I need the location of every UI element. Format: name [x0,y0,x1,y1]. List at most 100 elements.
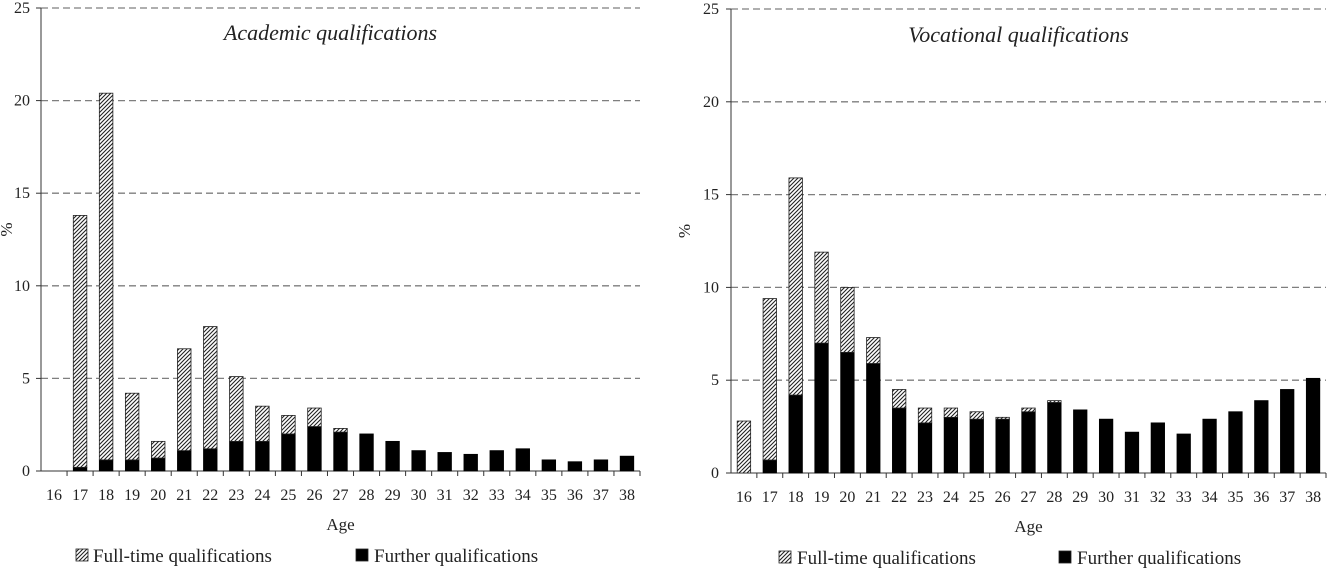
bar-further-18 [788,394,803,474]
bar-further-25 [969,418,984,474]
x-tick-label: 24 [254,487,270,504]
chart-panel-vocational: 0 5 10 15 20 25 16 17 18 19 20 21 22 23 24 25 26 27 28 29 30… [675,1,1327,569]
bar-further-28 [1047,402,1062,474]
bar-further-34 [1202,418,1217,474]
bar-fulltime-27 [1021,407,1036,413]
bar-further-23 [229,440,244,472]
x-tick-label: 21 [865,489,881,506]
x-tick-label: 36 [1253,489,1269,506]
x-tick-label: 24 [943,489,959,506]
x-tick-label: 33 [489,487,505,504]
bar-further-20 [151,457,166,472]
bar-fulltime-23 [917,407,933,424]
bar-further-38 [1305,377,1321,474]
bar-further-26 [995,418,1010,474]
bar-fulltime-16 [736,420,752,474]
x-tick-label: 37 [1279,489,1295,506]
bar-fulltime-28 [1047,400,1062,403]
bar-further-27 [333,431,348,472]
x-tick-label: 32 [1150,489,1166,506]
bar-fulltime-20 [840,286,855,353]
y-tick-label: 20 [703,94,719,111]
bar-further-29 [385,440,400,472]
bar-further-22 [892,407,907,474]
bar-further-24 [255,440,270,472]
legend: Full-time qualifications Further qualific… [778,548,1241,569]
bar-fulltime-18 [98,92,114,461]
bar-further-19 [124,459,140,472]
y-tick-label: 10 [14,278,30,295]
x-tick-label: 18 [98,487,114,504]
x-tick-label: 27 [333,487,349,504]
bar-further-28 [359,433,374,472]
bar-further-35 [1228,411,1243,474]
y-tick-label: 20 [14,93,30,110]
bar-fulltime-21 [177,348,192,452]
x-tick-label: 31 [437,487,453,504]
x-tick-label: 35 [1227,489,1243,506]
x-tick-label: 20 [839,489,855,506]
bar-further-37 [593,459,609,472]
bar-fulltime-19 [814,251,829,344]
bar-fulltime-21 [866,337,881,364]
bar-further-22 [203,448,218,472]
bar-further-31 [1124,431,1140,474]
chart-title: Academic qualifications [222,20,437,45]
legend-label: Further qualifications [374,546,538,567]
bar-further-32 [463,453,478,472]
x-tick-label: 31 [1124,489,1140,506]
bar-fulltime-24 [255,405,270,442]
y-tick-label: 0 [22,463,30,480]
legend-swatch-further [355,548,369,562]
bar-further-33 [1176,433,1191,474]
x-tick-label: 19 [124,487,140,504]
y-axis-label: % [0,222,16,236]
bar-further-21 [866,363,881,474]
x-tick-label: 32 [463,487,479,504]
legend-label: Full-time qualifications [93,546,272,567]
x-tick-label: 26 [306,487,322,504]
bar-further-19 [814,342,829,474]
bar-fulltime-24 [943,407,959,418]
x-tick-label: 22 [202,487,218,504]
bar-further-32 [1150,422,1165,474]
bar-further-34 [515,448,530,472]
bar-further-17 [762,459,777,474]
x-tick-label: 35 [541,487,557,504]
bar-further-21 [177,450,192,472]
legend-label: Further qualifications [1077,548,1241,569]
y-tick-label: 10 [703,279,719,296]
chart-title: Vocational qualifications [908,22,1129,47]
y-tick-label: 15 [703,187,719,204]
x-tick-label: 16 [736,489,752,506]
bar-further-30 [1098,418,1114,474]
x-tick-label: 27 [1021,489,1037,506]
bar-fulltime-23 [229,376,244,442]
bar-further-38 [619,455,635,472]
x-axis-label: Age [326,515,354,534]
bar-further-33 [489,450,504,472]
bar-fulltime-20 [151,440,166,459]
y-axis-label: % [675,224,694,238]
chart-panel-academic: 0 5 10 15 20 25 16 17 18 19 20 21 22 23 24 25 26 27 28 29 30… [0,0,641,567]
y-tick-label: 5 [711,372,719,389]
bar-further-36 [567,461,583,472]
bar-fulltime-25 [969,411,984,420]
x-tick-label: 25 [280,487,296,504]
bar-fulltime-25 [281,415,296,435]
bar-fulltime-26 [307,407,322,427]
x-tick-label: 17 [762,489,778,506]
bar-further-26 [307,426,322,472]
x-tick-label: 36 [567,487,583,504]
y-tick-label: 5 [22,370,30,387]
x-tick-label: 28 [359,487,375,504]
x-tick-label: 38 [1305,489,1321,506]
bar-further-35 [541,459,557,472]
bar-fulltime-22 [203,326,218,450]
x-tick-label: 38 [619,487,635,504]
x-tick-label: 17 [72,487,88,504]
bar-further-24 [943,416,959,474]
x-tick-label: 34 [515,487,531,504]
bar-further-18 [98,459,114,472]
